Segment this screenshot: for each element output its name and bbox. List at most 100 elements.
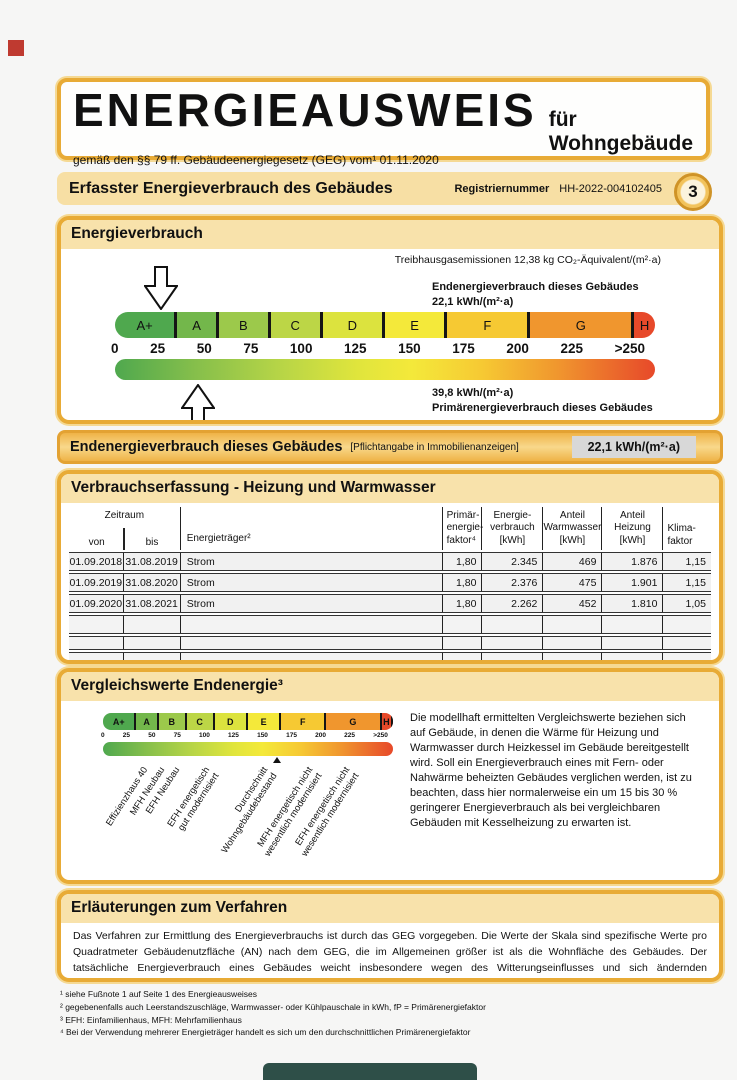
energy-section-heading: Energieverbrauch [61, 220, 719, 249]
final-strip-label: Endenergieverbrauch dieses Gebäudes [70, 439, 343, 455]
cell-energieverbrauch: 2.345 [482, 553, 544, 570]
document-title: ENERGIEAUSWEIS [73, 84, 537, 136]
method-explanation-section: Erläuterungen zum Verfahren Das Verfahre… [57, 890, 723, 982]
efficiency-class-segment: A [177, 312, 219, 338]
cell-bis: 31.08.2019 [124, 553, 181, 570]
mini-class-letter: D [226, 716, 234, 727]
scale-tick: 150 [398, 341, 421, 356]
table-row: 01.09.2020 31.08.2021 Strom 1,80 2.262 4… [69, 594, 711, 613]
efficiency-class-letter: B [238, 317, 248, 333]
scale-tick: 225 [560, 341, 583, 356]
cell-von: 01.09.2018 [69, 553, 124, 570]
cell-anteil-warmwasser: 475 [543, 574, 603, 591]
mini-scale-tick: 225 [344, 732, 356, 739]
scale-tick: 125 [344, 341, 367, 356]
efficiency-class-segment: D [322, 312, 385, 338]
cell-primaerenergiefaktor: 1,80 [443, 595, 483, 612]
page-number-badge: 3 [674, 173, 712, 211]
cell-bis: 31.08.2021 [124, 595, 181, 612]
mini-class-segment: F [281, 713, 327, 730]
efficiency-class-segment: B [218, 312, 271, 338]
energy-consumption-section: Energieverbrauch Treibhausgasemissionen … [57, 216, 723, 424]
cell-energietraeger: Strom [181, 574, 443, 591]
comparison-scale-column: A+ A B C [73, 709, 408, 880]
registry-number-label: Registriernummer [454, 182, 550, 195]
table-section-heading: Verbrauchserfassung - Heizung und Warmwa… [61, 474, 719, 503]
comparison-values-section: Vergleichswerte Endenergie³ A+ A [57, 668, 723, 884]
mini-class-segment: C [186, 713, 215, 730]
scale-tick: 50 [196, 341, 212, 356]
section-title: Erfasster Energieverbrauch des Gebäudes [69, 179, 393, 197]
mini-energy-scale: A+ A B C [101, 713, 393, 756]
scale-tick: 0 [111, 341, 119, 356]
mini-scale-tick: 150 [257, 732, 268, 739]
consumption-table-section: Verbrauchserfassung - Heizung und Warmwa… [57, 470, 723, 664]
scale-tick: >250 [614, 341, 645, 356]
mini-class-segment: H [381, 713, 393, 730]
efficiency-class-segment: E [384, 312, 448, 338]
cell-primaerenergiefaktor: 1,80 [443, 574, 483, 591]
cell-von: 01.09.2019 [69, 574, 124, 591]
footnote: ⁴ Bei der Verwendung mehrerer Energieträ… [60, 1027, 471, 1038]
column-header-energietraeger: Energieträger² [181, 507, 443, 550]
column-header-zeitraum: Zeitraum von bis [69, 507, 181, 550]
column-header-energieverbrauch: Energie- verbrauch [kWh] [482, 507, 544, 550]
document-subtitle: gemäß den §§ 79 ff. Gebäudeenergiegesetz… [73, 153, 439, 167]
explanation-heading: Erläuterungen zum Verfahren [61, 894, 719, 923]
comparison-body: A+ A B C [61, 701, 719, 880]
efficiency-class-segment: H [634, 312, 655, 338]
mini-scale-tick: 125 [228, 732, 239, 739]
cell-anteil-warmwasser: 452 [543, 595, 603, 612]
efficiency-class-band: A+ A B C D [115, 312, 655, 338]
mini-class-letter: A [143, 716, 150, 727]
cell-energieverbrauch: 2.262 [482, 595, 544, 612]
document-title-suffix: für Wohngebäude [548, 108, 694, 155]
mini-scale-tick: 100 [199, 732, 210, 739]
title-row: ENERGIEAUSWEIS für Wohngebäude [73, 86, 706, 156]
table-body: 01.09.2018 31.08.2019 Strom 1,80 2.345 4… [69, 552, 711, 613]
mini-class-letter: A+ [112, 716, 125, 727]
efficiency-class-letter: D [347, 317, 358, 333]
cell-anteil-warmwasser: 469 [543, 553, 603, 570]
title-box: ENERGIEAUSWEIS für Wohngebäude gemäß den… [57, 78, 710, 167]
footnotes: ¹ siehe Fußnote 1 auf Seite 1 des Energi… [60, 988, 486, 1039]
cell-anteil-heizung: 1.876 [602, 553, 664, 570]
zeitraum-label: Zeitraum [104, 510, 145, 521]
mini-class-letter: F [299, 716, 306, 727]
footnote: ¹ siehe Fußnote 1 auf Seite 1 des Energi… [60, 989, 258, 999]
comparison-paragraph: Die modellhaft ermittelten Vergleichswer… [410, 712, 692, 829]
primary-energy-callout: 39,8 kWh/(m²·a) Primärenergieverbrauch d… [432, 386, 653, 416]
efficiency-class-letter: A [192, 317, 201, 333]
mini-scale-tick: 25 [122, 732, 131, 739]
mini-class-letter: H [383, 716, 390, 727]
mini-class-segment: E [247, 713, 282, 730]
scale-tick: 75 [243, 341, 259, 356]
cell-energietraeger: Strom [181, 595, 443, 612]
mini-scale-ticks: 0 25 50 75 100 125 150 175 200 225 >250 [101, 730, 393, 741]
efficiency-class-letter: G [575, 317, 586, 333]
mini-scale-tick: 0 [101, 732, 105, 739]
mini-class-segment: B [158, 713, 187, 730]
cell-klimafaktor: 1,05 [685, 597, 706, 610]
red-corner-marker [8, 40, 24, 56]
mini-scale-tick: 50 [148, 732, 156, 739]
scale-tick: 200 [506, 341, 529, 356]
cell-klimafaktor: 1,15 [685, 555, 706, 568]
final-energy-strip: Endenergieverbrauch dieses Gebäudes [Pfl… [57, 430, 723, 464]
cell-energietraeger: Strom [181, 553, 443, 570]
explanation-paragraph: Das Verfahren zur Ermittlung des Energie… [73, 930, 707, 978]
scale-tick: 100 [289, 341, 313, 356]
section-header-bar: Erfasster Energieverbrauch des Gebäudes … [57, 172, 702, 205]
registry-number-value: HH-2022-004102405 [559, 182, 662, 195]
primary-energy-arrow-icon [180, 384, 215, 420]
comparison-heading: Vergleichswerte Endenergie³ [61, 672, 719, 701]
mini-class-letter: G [349, 716, 357, 727]
final-energy-label: Endenergieverbrauch dieses Gebäudes [432, 281, 639, 293]
mini-class-segment: A+ [103, 713, 137, 730]
zeitraum-divider [123, 528, 125, 550]
efficiency-class-letter: F [483, 317, 492, 333]
empty-table-row [69, 652, 711, 660]
scale-tick-labels: 0 25 50 75 100 125 150 175 200 225 >250 [111, 338, 655, 359]
footnote: ² gegebenenfalls auch Leerstandszuschläg… [60, 1001, 486, 1012]
